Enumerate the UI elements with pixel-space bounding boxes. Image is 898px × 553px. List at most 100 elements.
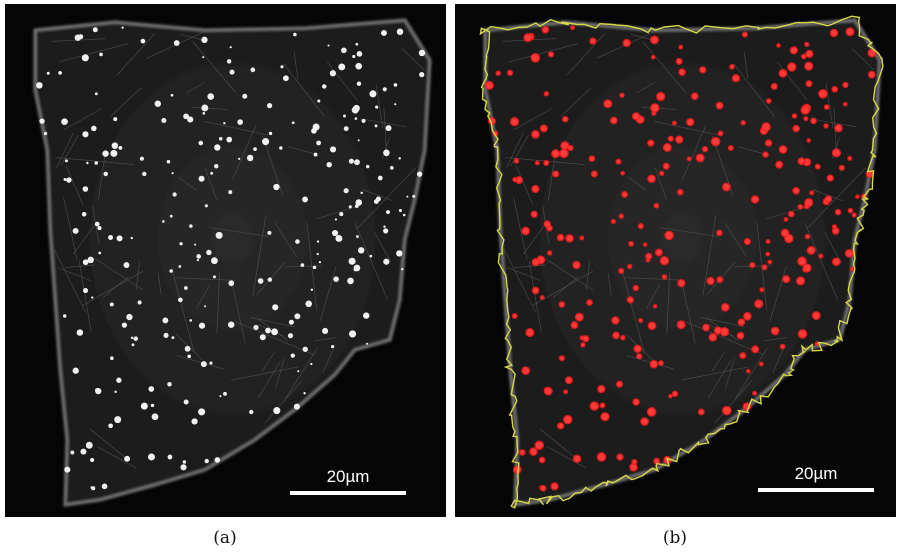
detected-spot [771, 83, 778, 90]
detected-spot [729, 64, 735, 70]
spot [167, 160, 171, 164]
spot [102, 150, 108, 156]
spot [398, 157, 400, 159]
detected-spot [519, 449, 526, 456]
spot [194, 244, 196, 246]
detected-spot [790, 46, 798, 54]
spot [223, 392, 227, 396]
spot [189, 319, 192, 322]
panel-b: 20µm (b) [455, 4, 896, 548]
spot [292, 121, 295, 124]
spot [82, 212, 87, 217]
spot [417, 172, 422, 177]
detected-spot [531, 130, 540, 139]
detected-spot [659, 171, 664, 176]
spot [64, 178, 67, 181]
spot [226, 137, 232, 143]
detected-spot [761, 122, 771, 132]
detected-spot [544, 387, 553, 396]
detected-spot [825, 195, 833, 203]
spot [61, 118, 68, 125]
spot [102, 484, 108, 490]
spot [44, 132, 47, 135]
spot [378, 176, 383, 181]
spot [65, 159, 68, 162]
detected-spot [672, 391, 678, 397]
detected-spot [550, 482, 558, 490]
spot [362, 119, 366, 123]
detected-spot [648, 321, 657, 330]
spot [289, 320, 294, 325]
detected-spot [603, 99, 612, 108]
spot [36, 82, 43, 89]
detected-spot [586, 299, 593, 306]
detected-spot [842, 82, 848, 88]
spot [167, 382, 172, 387]
detected-spot [495, 70, 501, 76]
spot [210, 172, 213, 175]
detected-spot [804, 42, 809, 47]
detected-spot [570, 25, 575, 30]
detected-spot [521, 227, 530, 236]
detected-spot [656, 92, 665, 101]
detected-spot [782, 275, 790, 283]
spot [311, 289, 313, 291]
spot [381, 30, 387, 36]
detected-spot [640, 417, 649, 426]
spot [301, 263, 305, 267]
detected-spot [647, 139, 654, 146]
spot [90, 458, 94, 462]
detected-spot [627, 296, 634, 303]
spot [162, 318, 168, 324]
detected-spot [611, 219, 616, 224]
spot [70, 450, 74, 454]
spot [95, 388, 101, 394]
detected-spot [618, 268, 624, 274]
spot [317, 253, 319, 255]
detected-spot [590, 401, 600, 411]
spot [82, 131, 88, 137]
detected-spot [540, 124, 548, 132]
spot [213, 275, 216, 278]
detected-spot [650, 35, 659, 44]
detected-spot [620, 335, 625, 340]
spot [228, 321, 234, 327]
detected-spot [779, 145, 788, 154]
detected-spot [804, 62, 813, 71]
spot [419, 50, 425, 56]
detected-spot [632, 398, 640, 406]
spot [366, 343, 368, 345]
detected-spot [530, 53, 540, 63]
detected-spot [653, 304, 658, 309]
detected-spot [643, 242, 648, 247]
detected-spot [827, 174, 834, 181]
spot [352, 107, 359, 114]
detected-spot [557, 234, 565, 242]
detected-spot [855, 194, 860, 199]
detected-spot [677, 189, 684, 196]
detected-spot [765, 252, 770, 257]
detected-spot [787, 62, 796, 71]
spot [269, 132, 272, 135]
detected-spot [675, 135, 683, 143]
detected-spot [686, 118, 694, 126]
detected-spot [751, 195, 759, 203]
spot [303, 392, 305, 394]
detected-spot [792, 113, 798, 119]
detected-spot [565, 376, 573, 384]
spot [412, 195, 415, 198]
detected-spot [739, 352, 746, 359]
spot [250, 67, 255, 72]
detected-spot [843, 102, 848, 107]
detected-spot [668, 136, 674, 142]
detected-spot [597, 452, 607, 462]
detected-spot [662, 274, 668, 280]
detected-spot [805, 80, 812, 87]
spot [201, 105, 208, 112]
detected-spot [532, 287, 540, 295]
spot [77, 329, 83, 335]
detected-spot [792, 187, 800, 195]
spot [168, 455, 173, 460]
spot [333, 276, 339, 282]
detected-spot [804, 198, 813, 207]
